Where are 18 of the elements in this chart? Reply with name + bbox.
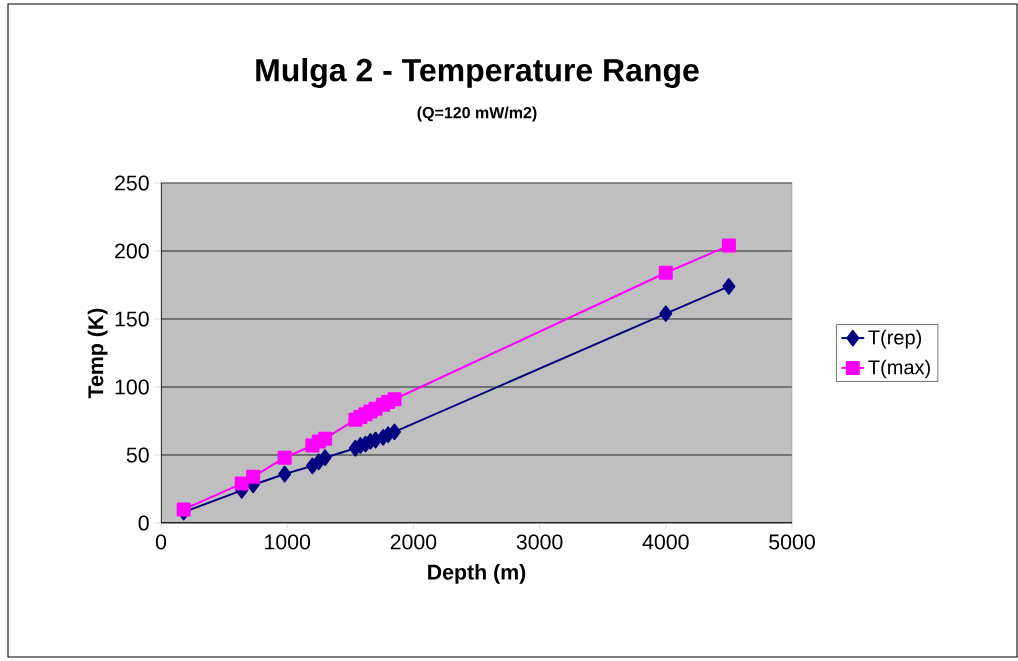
y-axis-title: Temp (K) [87, 308, 108, 399]
chart-title: Mulga 2 - Temperature Range [256, 58, 699, 88]
y-tick-label: 50 [126, 447, 149, 463]
x-tick-label: 5000 [769, 534, 815, 550]
legend-label: T(rep) [868, 329, 922, 349]
y-tick-label: 250 [115, 175, 149, 191]
legend-label: T(max) [868, 359, 930, 379]
x-tick-label: 2000 [390, 534, 437, 550]
x-tick-label: 3000 [516, 534, 563, 550]
x-tick-label: 0 [155, 534, 167, 550]
chart-subtitle: (Q=120 mW/m2) [417, 106, 537, 122]
y-tick-label: 150 [115, 311, 149, 327]
y-tick-label: 100 [115, 379, 149, 395]
y-tick-label: 200 [115, 243, 149, 259]
y-tick-label: 0 [138, 515, 149, 531]
x-tick-label: 1000 [265, 534, 311, 550]
x-axis-title: Depth (m) [428, 563, 526, 584]
x-tick-label: 4000 [642, 534, 689, 550]
